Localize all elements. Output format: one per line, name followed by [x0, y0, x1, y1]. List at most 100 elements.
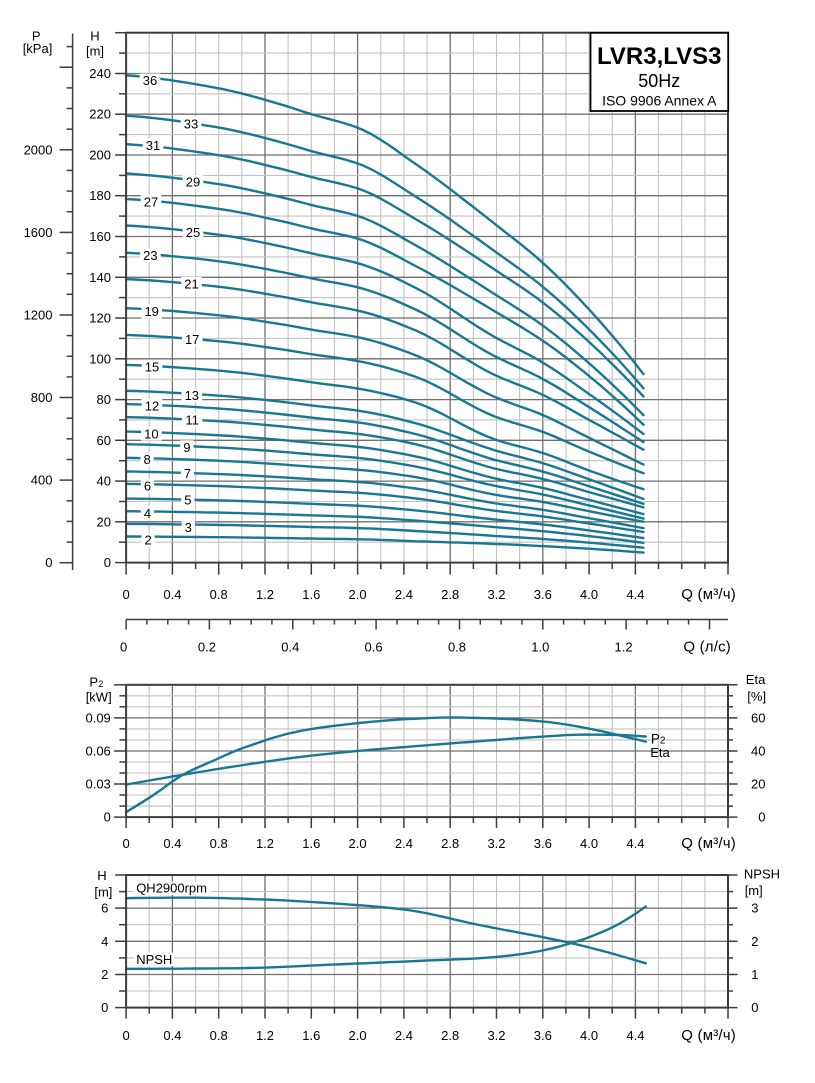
svg-text:1: 1 — [751, 967, 758, 982]
svg-text:ISO 9906 Annex A: ISO 9906 Annex A — [602, 92, 717, 108]
svg-text:1.2: 1.2 — [256, 1028, 274, 1043]
svg-text:60: 60 — [97, 433, 111, 448]
svg-text:0: 0 — [122, 587, 129, 602]
svg-text:0: 0 — [45, 555, 52, 570]
svg-text:1.6: 1.6 — [302, 1028, 320, 1043]
svg-text:220: 220 — [89, 107, 111, 122]
svg-text:4.0: 4.0 — [580, 836, 598, 851]
svg-text:[kW]: [kW] — [86, 690, 112, 705]
svg-text:3: 3 — [751, 901, 758, 916]
svg-text:4: 4 — [101, 934, 108, 949]
svg-text:0: 0 — [104, 810, 111, 825]
svg-text:7: 7 — [184, 466, 191, 481]
svg-text:1.2: 1.2 — [615, 640, 633, 655]
svg-text:100: 100 — [89, 351, 111, 366]
svg-text:0.8: 0.8 — [210, 1028, 228, 1043]
svg-text:2.4: 2.4 — [395, 836, 413, 851]
svg-text:2.8: 2.8 — [441, 1028, 459, 1043]
svg-text:2.0: 2.0 — [349, 836, 367, 851]
svg-text:180: 180 — [89, 188, 111, 203]
svg-text:8: 8 — [143, 452, 150, 467]
svg-text:4.0: 4.0 — [580, 587, 598, 602]
svg-text:P: P — [32, 29, 41, 44]
svg-text:2: 2 — [751, 934, 758, 949]
svg-text:3.2: 3.2 — [487, 587, 505, 602]
svg-text:20: 20 — [97, 514, 111, 529]
svg-text:3.6: 3.6 — [534, 836, 552, 851]
svg-text:Eta: Eta — [746, 672, 766, 687]
svg-text:3: 3 — [185, 520, 192, 535]
svg-text:4.4: 4.4 — [626, 587, 644, 602]
svg-text:Q (м³/ч): Q (м³/ч) — [681, 586, 736, 603]
svg-text:4.4: 4.4 — [626, 836, 644, 851]
svg-text:LVR3,LVS3: LVR3,LVS3 — [597, 43, 721, 70]
svg-text:0: 0 — [122, 1028, 129, 1043]
svg-text:0.8: 0.8 — [210, 587, 228, 602]
svg-text:1200: 1200 — [24, 308, 53, 323]
svg-text:H: H — [90, 29, 99, 44]
svg-text:40: 40 — [97, 474, 111, 489]
svg-text:3.6: 3.6 — [534, 587, 552, 602]
svg-text:2.8: 2.8 — [441, 836, 459, 851]
svg-text:0.8: 0.8 — [210, 836, 228, 851]
svg-text:0: 0 — [751, 1000, 758, 1015]
svg-text:1.6: 1.6 — [302, 587, 320, 602]
svg-text:Q (л/с): Q (л/с) — [683, 639, 731, 656]
svg-text:31: 31 — [146, 138, 160, 153]
svg-text:13: 13 — [185, 388, 199, 403]
svg-text:0.4: 0.4 — [281, 640, 299, 655]
svg-text:[m]: [m] — [94, 884, 112, 899]
svg-text:0: 0 — [101, 1000, 108, 1015]
svg-text:0.4: 0.4 — [163, 587, 181, 602]
svg-text:1.0: 1.0 — [531, 640, 549, 655]
svg-text:19: 19 — [144, 304, 158, 319]
svg-text:Q (м³/ч): Q (м³/ч) — [681, 835, 736, 852]
svg-text:120: 120 — [89, 311, 111, 326]
svg-text:[%]: [%] — [747, 689, 766, 704]
svg-text:3.6: 3.6 — [534, 1028, 552, 1043]
svg-text:0.8: 0.8 — [448, 640, 466, 655]
svg-text:[m]: [m] — [745, 883, 763, 898]
svg-text:2.8: 2.8 — [441, 587, 459, 602]
svg-text:1600: 1600 — [24, 225, 53, 240]
svg-text:0.4: 0.4 — [163, 1028, 181, 1043]
svg-text:0.03: 0.03 — [85, 777, 110, 792]
svg-text:4.0: 4.0 — [580, 1028, 598, 1043]
svg-text:240: 240 — [89, 66, 111, 81]
svg-text:17: 17 — [185, 332, 199, 347]
svg-text:2000: 2000 — [24, 142, 53, 157]
svg-text:2.0: 2.0 — [349, 587, 367, 602]
svg-text:200: 200 — [89, 148, 111, 163]
svg-text:0: 0 — [104, 555, 111, 570]
svg-text:0.2: 0.2 — [198, 640, 216, 655]
svg-text:2.4: 2.4 — [395, 1028, 413, 1043]
svg-text:4.4: 4.4 — [626, 1028, 644, 1043]
svg-text:21: 21 — [184, 277, 198, 292]
svg-text:0: 0 — [120, 640, 127, 655]
svg-text:1.2: 1.2 — [256, 836, 274, 851]
svg-text:160: 160 — [89, 229, 111, 244]
svg-text:Q (м³/ч): Q (м³/ч) — [681, 1027, 736, 1044]
svg-text:H: H — [97, 868, 106, 883]
svg-text:P2: P2 — [651, 731, 666, 746]
svg-text:3.2: 3.2 — [487, 1028, 505, 1043]
svg-text:40: 40 — [751, 744, 765, 759]
svg-text:NPSH: NPSH — [744, 867, 780, 882]
svg-text:80: 80 — [97, 392, 111, 407]
svg-text:60: 60 — [751, 710, 765, 725]
svg-text:11: 11 — [185, 413, 199, 428]
svg-text:0.09: 0.09 — [85, 710, 110, 725]
svg-text:29: 29 — [186, 175, 200, 190]
svg-text:Eta: Eta — [650, 745, 670, 760]
svg-text:2.0: 2.0 — [349, 1028, 367, 1043]
svg-text:400: 400 — [31, 473, 53, 488]
svg-text:6: 6 — [101, 901, 108, 916]
svg-text:[kPa]: [kPa] — [23, 41, 53, 56]
svg-text:6: 6 — [144, 479, 151, 494]
svg-text:2: 2 — [101, 967, 108, 982]
svg-text:2.4: 2.4 — [395, 587, 413, 602]
svg-text:QH2900rpm: QH2900rpm — [136, 881, 207, 896]
svg-text:0.6: 0.6 — [365, 640, 383, 655]
svg-text:4: 4 — [144, 506, 151, 521]
svg-text:0.4: 0.4 — [163, 836, 181, 851]
